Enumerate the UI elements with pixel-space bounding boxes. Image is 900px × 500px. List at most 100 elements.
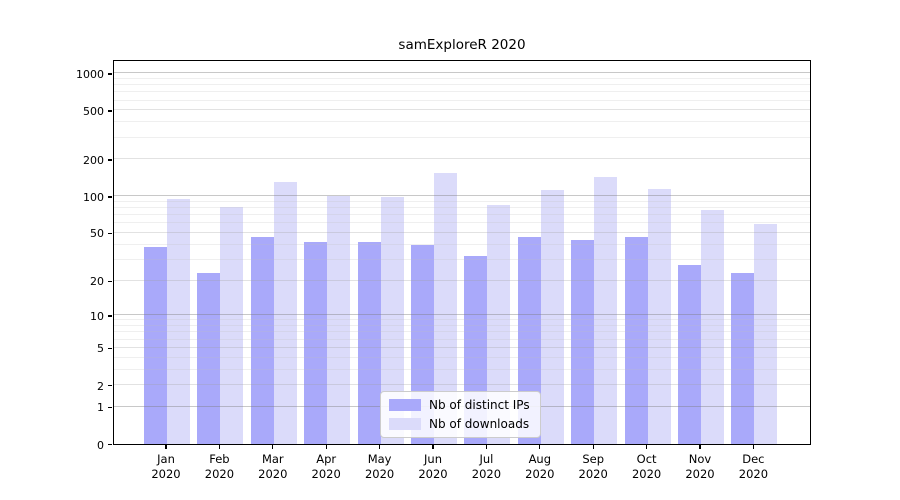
y-tick-label: 1 — [97, 401, 104, 415]
x-tick — [378, 445, 381, 449]
gridline-10 — [114, 314, 810, 316]
plot-area: Nb of distinct IPs Nb of downloads — [113, 60, 811, 445]
gridlines-layer — [114, 61, 810, 444]
y-tick-label: 200 — [83, 153, 104, 167]
legend-entry-distinct-ips: Nb of distinct IPs — [389, 398, 530, 412]
gridline-5 — [114, 346, 810, 348]
bar-distinct-ips — [197, 273, 221, 444]
bar-downloads — [273, 182, 297, 444]
y-tick — [108, 196, 112, 198]
bar-downloads — [167, 199, 190, 444]
bar-distinct-ips — [304, 242, 328, 444]
legend: Nb of distinct IPs Nb of downloads — [380, 391, 541, 438]
gridline-60 — [114, 222, 810, 224]
gridline-900 — [114, 77, 810, 79]
y-tick-label: 20 — [90, 275, 104, 289]
x-tick — [592, 445, 594, 449]
legend-label-distinct-ips: Nb of distinct IPs — [429, 398, 530, 412]
x-tick — [485, 445, 488, 449]
x-tick-label: Aug 2020 — [525, 452, 555, 481]
y-tick — [108, 73, 112, 75]
bar-distinct-ips — [357, 242, 381, 444]
bar-downloads — [647, 189, 671, 444]
x-tick — [165, 445, 167, 449]
y-tick — [108, 315, 112, 317]
gridline-200 — [114, 158, 810, 160]
x-tick-label: Apr 2020 — [311, 452, 341, 481]
x-tick — [645, 445, 648, 449]
gridline-3 — [114, 368, 810, 370]
y-tick — [108, 385, 112, 387]
x-tick-label: Dec 2020 — [738, 452, 769, 481]
y-tick — [108, 444, 112, 446]
x-tick — [218, 445, 221, 449]
x-tick — [432, 445, 434, 449]
y-tick-label: 10 — [90, 309, 104, 323]
gridline-800 — [114, 84, 810, 86]
y-tick — [108, 232, 112, 235]
bar-distinct-ips — [678, 265, 701, 444]
gridline-2 — [114, 384, 810, 386]
bar-distinct-ips — [571, 239, 595, 444]
gridline-70 — [114, 214, 810, 216]
y-tick-label: 50 — [90, 227, 104, 241]
gridline-8 — [114, 325, 810, 327]
x-tick-label: Jan 2020 — [151, 452, 181, 481]
x-tick-label: Feb 2020 — [204, 452, 235, 481]
gridline-500 — [114, 109, 810, 111]
y-tick — [108, 347, 112, 350]
x-tick-label: Nov 2020 — [685, 452, 715, 481]
y-tick — [108, 110, 112, 112]
x-tick — [752, 445, 755, 449]
gridline-9 — [114, 319, 810, 321]
x-tick — [325, 445, 327, 449]
y-tick-label: 2 — [97, 379, 104, 393]
legend-entry-downloads: Nb of downloads — [389, 417, 530, 431]
x-tick — [539, 445, 541, 449]
bar-downloads — [594, 176, 618, 444]
bar-downloads — [380, 197, 404, 444]
gridline-700 — [114, 91, 810, 93]
x-tick — [272, 445, 274, 449]
bar-downloads — [754, 224, 778, 444]
gridline-50 — [114, 231, 810, 233]
y-tick — [108, 280, 112, 282]
gridline-400 — [114, 121, 810, 123]
bar-downloads — [540, 190, 564, 444]
bar-distinct-ips — [731, 273, 755, 444]
gridline-80 — [114, 207, 810, 209]
bar-distinct-ips — [144, 247, 167, 444]
x-tick-label: Sep 2020 — [578, 452, 608, 481]
gridline-600 — [114, 99, 810, 101]
bar-downloads — [220, 206, 244, 444]
bar-distinct-ips — [250, 237, 274, 444]
y-tick — [108, 159, 112, 161]
legend-swatch-distinct-ips — [389, 399, 421, 411]
x-tick-label: Jul 2020 — [471, 452, 502, 481]
bar-downloads — [327, 196, 351, 444]
x-tick-label: Mar 2020 — [258, 452, 288, 481]
x-tick — [699, 445, 701, 449]
gridline-90 — [114, 200, 810, 202]
bar-distinct-ips — [624, 237, 648, 444]
legend-swatch-downloads — [389, 418, 421, 430]
gridline-7 — [114, 331, 810, 333]
x-tick-label: May 2020 — [364, 452, 395, 481]
y-tick-label: 100 — [83, 190, 104, 204]
chart-title: samExploreR 2020 — [398, 37, 526, 53]
gridline-100 — [114, 195, 810, 197]
bar-downloads — [701, 209, 724, 444]
gridline-30 — [114, 258, 810, 260]
gridline-40 — [114, 243, 810, 245]
gridline-300 — [114, 136, 810, 138]
bar-downloads — [434, 172, 457, 444]
gridline-6 — [114, 338, 810, 340]
x-tick-label: Jun 2020 — [418, 452, 448, 481]
legend-label-downloads: Nb of downloads — [429, 417, 530, 431]
y-tick-label: 0 — [97, 438, 104, 452]
gridline-4 — [114, 356, 810, 358]
gridline-20 — [114, 279, 810, 281]
bar-downloads — [487, 204, 511, 444]
gridline-1000 — [114, 72, 810, 74]
